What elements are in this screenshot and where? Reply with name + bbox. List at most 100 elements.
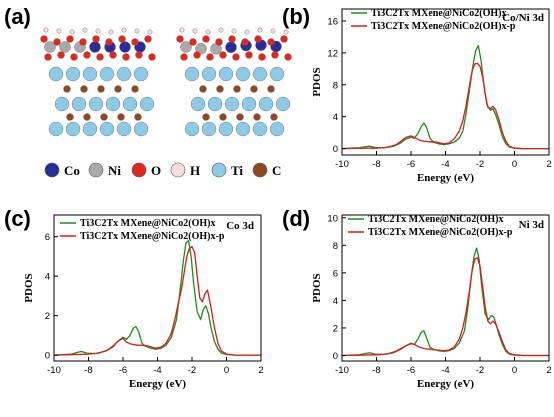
- x-tick-label: -2: [476, 365, 484, 376]
- o-atom: [66, 35, 74, 43]
- h-atom: [205, 29, 211, 35]
- ni-atom: [180, 41, 192, 53]
- ti-atom: [190, 96, 206, 112]
- c-atom: [267, 85, 275, 93]
- x-tick-label: 0: [512, 365, 517, 376]
- o-atom: [193, 51, 201, 59]
- o-atom: [189, 38, 197, 46]
- o-atom: [202, 35, 210, 43]
- c-atom: [66, 113, 74, 121]
- o-atom: [57, 51, 65, 59]
- structure-left-image: [40, 27, 156, 137]
- x-tick-label: -2: [188, 365, 196, 376]
- ti-atom: [105, 96, 121, 112]
- ti-atom: [224, 96, 240, 112]
- y-tick-label: 6: [333, 268, 338, 279]
- o-atom: [271, 51, 279, 59]
- y-tick-label: 4: [333, 296, 338, 307]
- y-tick-label: 16: [327, 16, 338, 27]
- ti-atom: [122, 96, 138, 112]
- ti-atom: [252, 66, 268, 82]
- h-atom: [134, 28, 140, 34]
- h-atom: [95, 28, 101, 34]
- o-atom: [254, 35, 262, 43]
- c-atom: [253, 113, 261, 121]
- o-atom: [215, 38, 223, 46]
- o-atom: [206, 53, 214, 61]
- legend-label-o: O: [151, 163, 161, 178]
- panel-label-c: (c): [4, 206, 31, 231]
- legend-item-c: C: [252, 162, 281, 178]
- o-atom: [176, 35, 184, 43]
- ti-atom-swatch: [211, 162, 227, 178]
- o-atom: [241, 38, 249, 46]
- o-atom: [258, 53, 266, 61]
- x-tick-label: -4: [441, 159, 449, 170]
- ni-atom-swatch: [88, 162, 104, 178]
- element-label: Co 3d: [226, 220, 254, 232]
- y-tick-label: 0: [45, 351, 50, 362]
- y-tick-label: 4: [45, 272, 50, 283]
- ti-atom: [184, 66, 200, 82]
- o-atom: [267, 38, 275, 46]
- y-tick-label: 12: [327, 48, 338, 59]
- x-tick-label: -6: [119, 365, 127, 376]
- o-atom: [122, 53, 130, 61]
- legend-entry: Ti3C2Tx MXene@NiCo2(OH)x: [368, 214, 504, 225]
- y-tick-label: 8: [333, 80, 338, 91]
- o-atom: [219, 51, 227, 59]
- c-atom: [233, 85, 241, 93]
- series-line-p: [53, 245, 261, 356]
- o-atom: [180, 53, 188, 61]
- h-atom: [121, 27, 127, 33]
- element-label: Ni 3d: [519, 219, 544, 231]
- x-tick-label: -4: [441, 365, 449, 376]
- ti-atom: [252, 121, 268, 137]
- legend-entry: Ti3C2Tx MXene@NiCo2(OH)x-p: [371, 21, 516, 32]
- structure-right-image: [176, 27, 292, 137]
- c-atom-swatch: [252, 162, 268, 178]
- legend-entry: Ti3C2Tx MXene@NiCo2(OH)x: [80, 218, 216, 229]
- legend-label-co: Co: [64, 163, 80, 178]
- x-tick-label: -8: [372, 365, 380, 376]
- c-atom: [117, 113, 125, 121]
- ti-atom: [184, 121, 200, 137]
- legend-label-c: C: [272, 163, 281, 178]
- series-line-p: [341, 62, 549, 150]
- c-atom: [199, 85, 207, 93]
- ti-atom: [241, 96, 257, 112]
- o-atom: [70, 53, 78, 61]
- x-tick-label: -4: [153, 365, 161, 376]
- ti-atom: [99, 121, 115, 137]
- y-tick-label: 2: [333, 323, 338, 334]
- y-tick-label: 0: [333, 351, 338, 362]
- legend-label-ti: Ti: [231, 163, 243, 178]
- ti-atom: [201, 121, 217, 137]
- c-atom: [202, 113, 210, 121]
- h-atom: [43, 27, 49, 33]
- x-axis-label: Energy (eV): [417, 378, 474, 390]
- ti-atom: [99, 66, 115, 82]
- o-atom-swatch: [131, 162, 147, 178]
- ti-atom: [116, 121, 132, 137]
- legend-item-ni: Ni: [88, 162, 121, 178]
- h-atom: [192, 28, 198, 34]
- y-axis-label: PDOS: [311, 273, 323, 302]
- c-atom: [63, 85, 71, 93]
- y-tick-label: 10: [327, 213, 338, 224]
- c-atom: [216, 85, 224, 93]
- panel-label-d: (d): [282, 206, 310, 231]
- legend-item-o: O: [131, 162, 161, 178]
- ti-atom: [207, 96, 223, 112]
- ti-atom: [139, 96, 155, 112]
- x-tick-label: 2: [546, 365, 551, 376]
- h-atom: [257, 27, 263, 33]
- c-atom: [114, 85, 122, 93]
- ti-atom: [218, 66, 234, 82]
- ni-atom: [59, 41, 71, 53]
- ti-atom: [269, 66, 285, 82]
- o-atom: [232, 53, 240, 61]
- chart-panel-b: (b) -10 -8 -6 -4 -2 0 2 0 4 8 12 16 Energy (eV) PDOS Co…: [282, 4, 552, 184]
- series-line-pristine: [341, 247, 549, 357]
